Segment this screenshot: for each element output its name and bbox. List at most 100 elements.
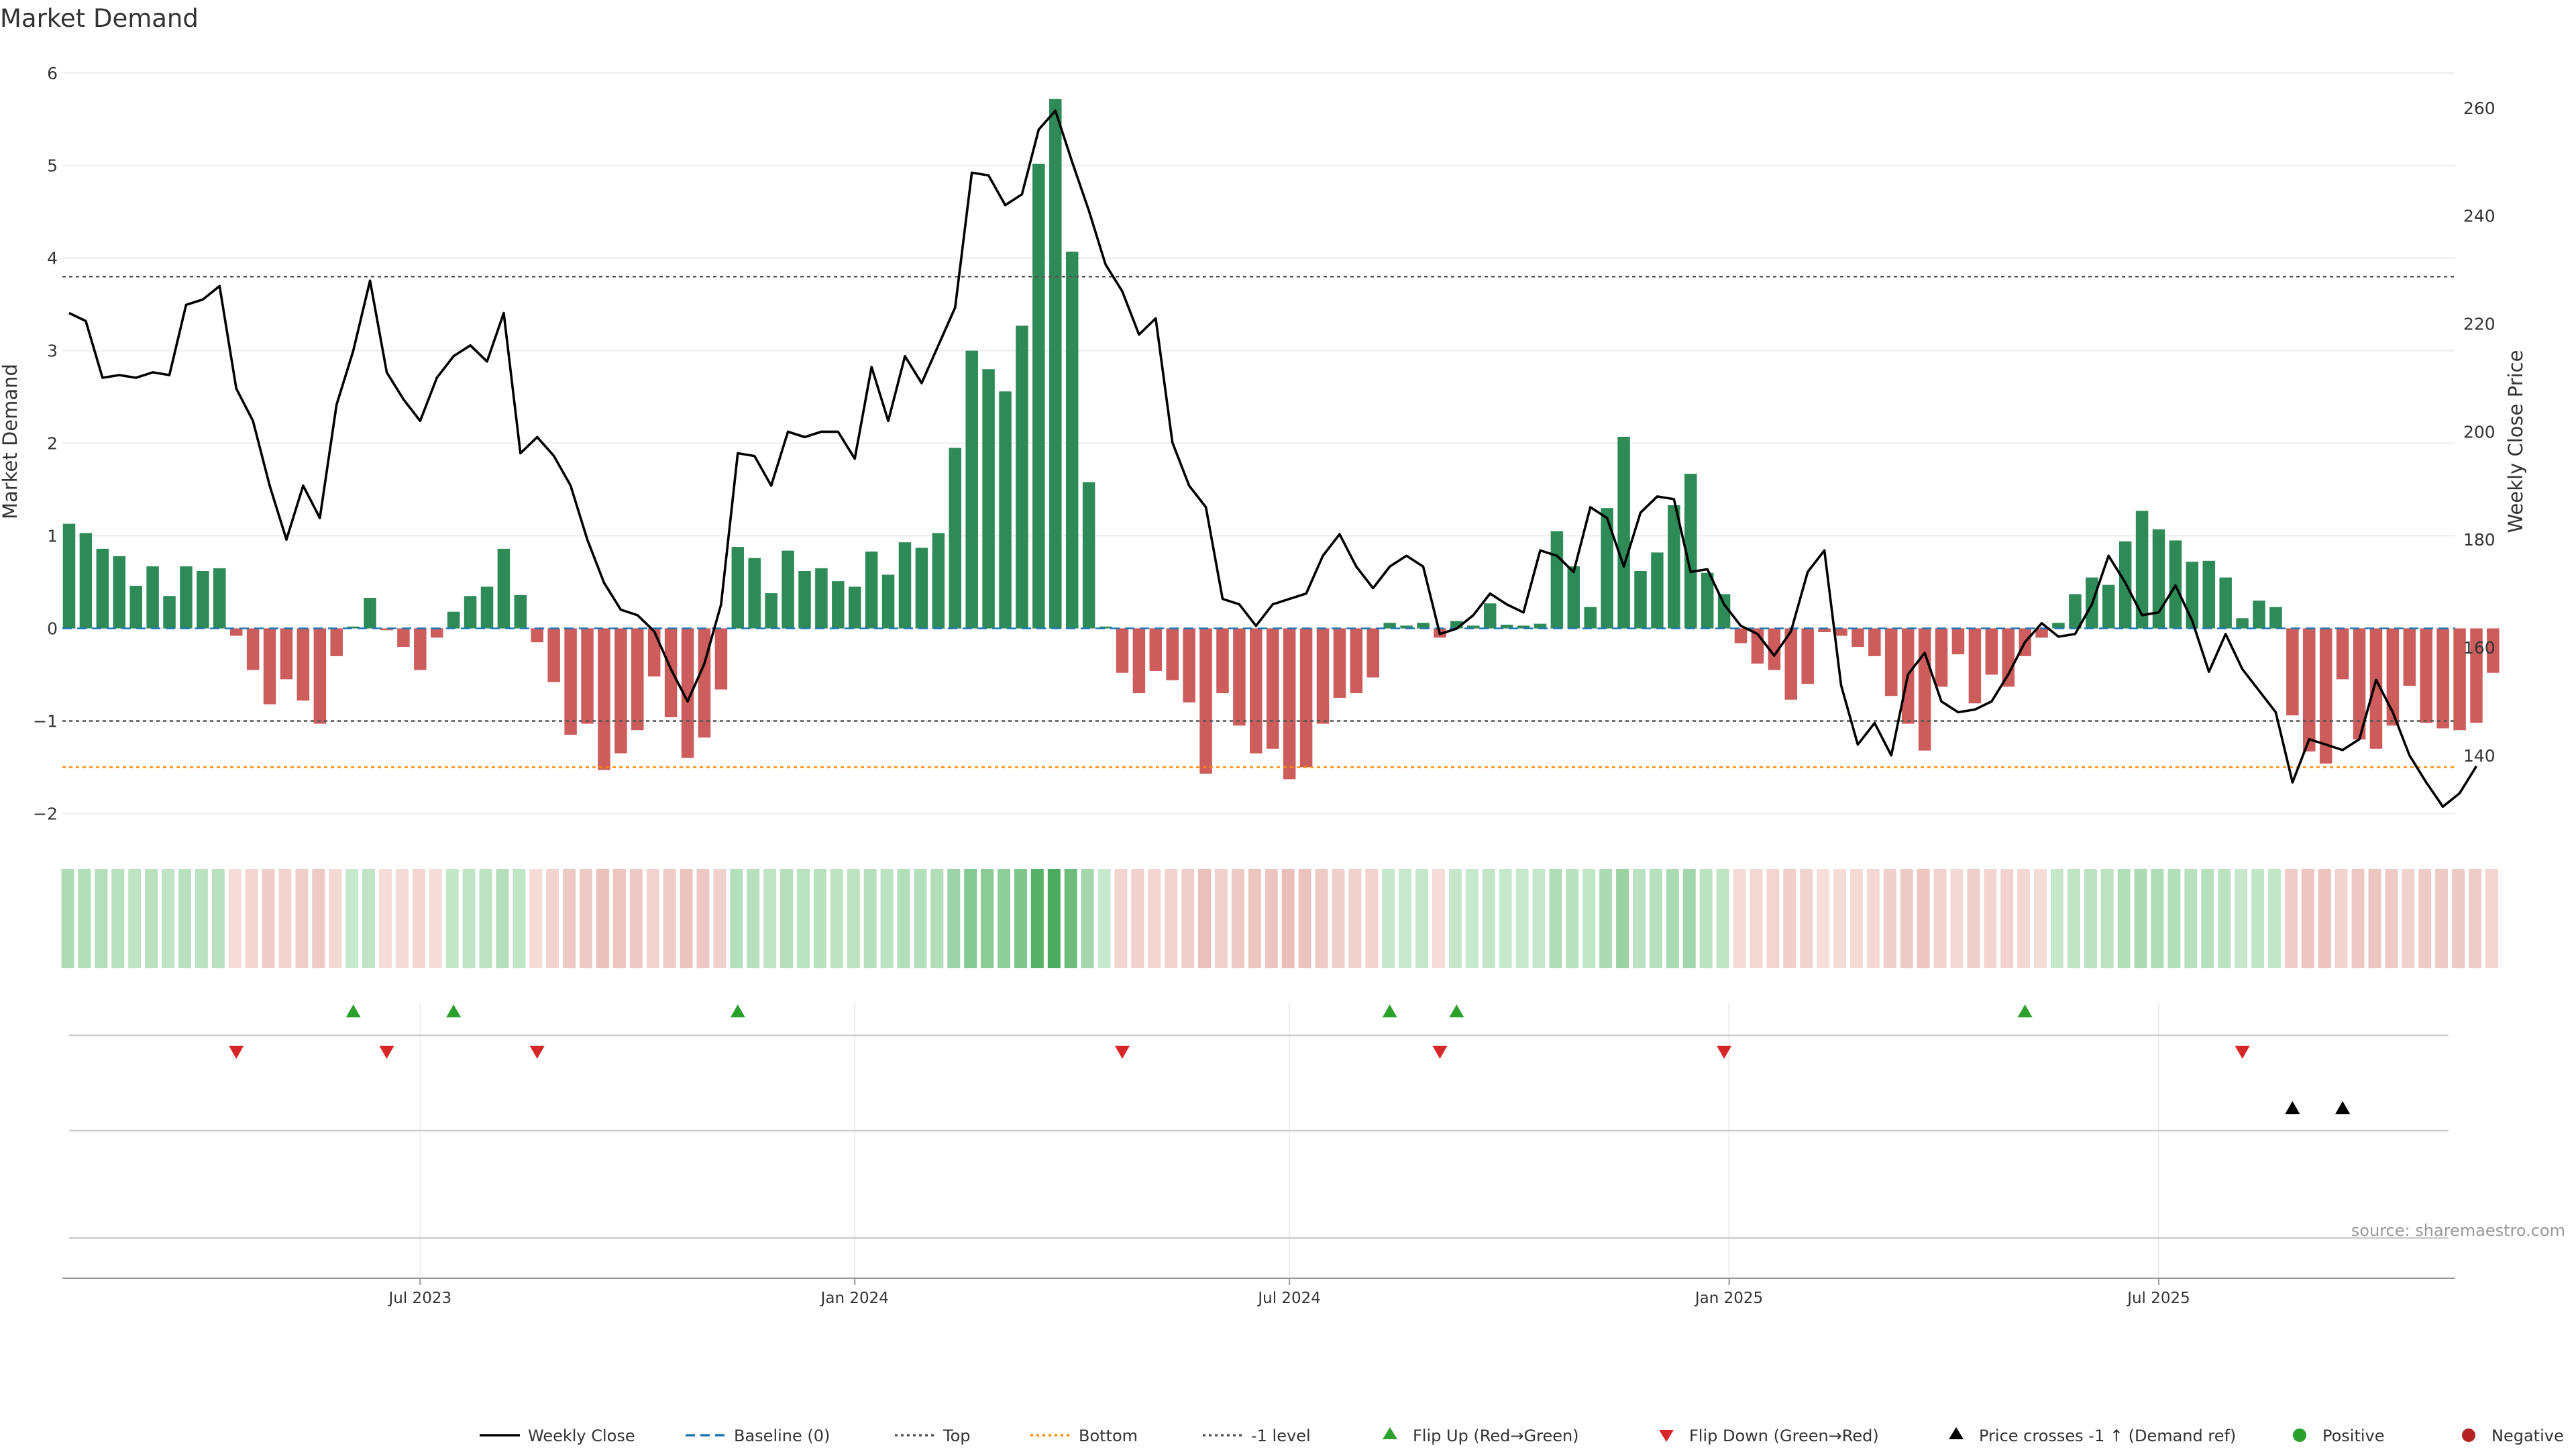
- band-cell: [178, 869, 191, 968]
- demand-bar-positive: [1383, 623, 1396, 629]
- band-cell: [1432, 869, 1445, 968]
- demand-bar-positive: [79, 533, 93, 629]
- demand-bar-negative: [2336, 628, 2349, 680]
- weekly-close-line: [68, 109, 2478, 808]
- band-cell: [763, 869, 777, 968]
- demand-bar-negative: [1216, 628, 1229, 694]
- legend-label: Negative: [2491, 1427, 2564, 1445]
- demand-bar-negative: [2470, 628, 2483, 723]
- band-cell: [863, 869, 877, 968]
- band-cell: [646, 869, 659, 968]
- band-cell: [245, 869, 258, 968]
- band-cell: [1181, 869, 1195, 968]
- demand-bar-positive: [2052, 623, 2065, 629]
- band-cell: [1933, 869, 1947, 968]
- demand-bar-positive: [113, 556, 126, 629]
- band-cell: [262, 869, 275, 968]
- demand-bar-positive: [748, 558, 761, 629]
- y-left-tick-label: 4: [47, 249, 58, 268]
- band-cell: [2301, 869, 2314, 968]
- band-cell: [696, 869, 710, 968]
- band-cell: [278, 869, 292, 968]
- demand-bar-positive: [464, 596, 477, 629]
- band-cell: [362, 869, 376, 968]
- demand-bar-negative: [1116, 628, 1129, 673]
- band-cell: [847, 869, 860, 968]
- legend-dot-swatch: [2462, 1429, 2475, 1442]
- demand-bar-positive: [1483, 603, 1497, 629]
- y-left-tick-label: 0: [47, 619, 58, 639]
- demand-bar-negative: [297, 628, 310, 701]
- flip-up-marker: [1449, 1004, 1464, 1018]
- demand-bar-positive: [881, 574, 895, 629]
- band-cell: [2034, 869, 2047, 968]
- demand-bar-positive: [180, 566, 193, 629]
- legend-label: Top: [943, 1427, 971, 1445]
- axes: −2 −1 0 1 2 3 4 5 6 140 160 180 200 220 240 260 Market D…: [0, 64, 2527, 1307]
- band-cell: [914, 869, 927, 968]
- band-cell: [462, 869, 476, 968]
- demand-bar-positive: [1450, 621, 1463, 629]
- demand-bar-negative: [2035, 628, 2048, 638]
- band-cell: [1649, 869, 1662, 968]
- demand-bar-positive: [497, 548, 511, 629]
- band-cell: [2117, 869, 2131, 968]
- band-cell: [1716, 869, 1729, 968]
- band-cell: [1766, 869, 1780, 968]
- band-cell: [395, 869, 409, 968]
- band-cell: [1499, 869, 1512, 968]
- demand-bar-negative: [280, 628, 293, 680]
- band-cell: [529, 869, 543, 968]
- demand-bar-positive: [1065, 252, 1079, 629]
- demand-bar-positive: [898, 542, 912, 629]
- y-left-tick-label: 2: [47, 434, 58, 454]
- demand-bar-negative: [313, 628, 327, 724]
- demand-bar-negative: [380, 628, 393, 631]
- band-cell: [1950, 869, 1964, 968]
- band-cell: [897, 869, 910, 968]
- band-cell: [1114, 869, 1128, 968]
- demand-bar-positive: [2236, 618, 2249, 629]
- demand-bar-positive: [2219, 577, 2232, 629]
- demand-bar-negative: [647, 628, 661, 677]
- demand-bars: [62, 99, 2500, 780]
- source-label: source: sharemaestro.com: [2351, 1221, 2565, 1240]
- band-cell: [998, 869, 1011, 968]
- demand-bar-negative: [1935, 628, 1948, 687]
- demand-bar-positive: [213, 568, 226, 629]
- band-cell: [1064, 869, 1077, 968]
- demand-bar-positive: [480, 586, 494, 629]
- demand-bar-positive: [731, 547, 745, 629]
- demand-bar-positive: [146, 566, 159, 629]
- band-cell: [2084, 869, 2097, 968]
- demand-bar-negative: [1333, 628, 1346, 698]
- demand-bar-negative: [229, 628, 243, 636]
- band-cell: [61, 869, 74, 968]
- band-cell: [2385, 869, 2398, 968]
- y-left-tick-label: 1: [47, 527, 58, 546]
- band-cell: [95, 869, 108, 968]
- band-cell: [580, 869, 593, 968]
- band-cell: [1298, 869, 1311, 968]
- demand-bar-positive: [447, 611, 460, 629]
- y-left-tick-label: 6: [47, 64, 58, 83]
- band-cell: [445, 869, 459, 968]
- demand-bar-negative: [2436, 628, 2449, 729]
- demand-bar-negative: [1166, 628, 1179, 680]
- band-cell: [429, 869, 442, 968]
- band-cell: [1733, 869, 1746, 968]
- legend-item: Negative: [2462, 1427, 2564, 1445]
- demand-bar-positive: [865, 552, 878, 629]
- band-cell: [947, 869, 961, 968]
- band-cell: [1231, 869, 1244, 968]
- band-cell: [1265, 869, 1278, 968]
- band-cell: [1566, 869, 1579, 968]
- demand-bar-negative: [2369, 628, 2383, 749]
- demand-intensity-band: [61, 869, 2498, 968]
- band-cell: [2100, 869, 2114, 968]
- band-cell: [1817, 869, 1830, 968]
- band-cell: [1281, 869, 1295, 968]
- band-cell: [2201, 869, 2214, 968]
